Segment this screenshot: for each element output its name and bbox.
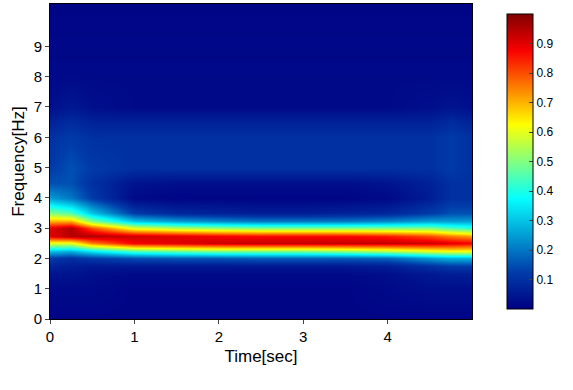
svg-text:8: 8 [34,68,42,85]
svg-text:0.6: 0.6 [536,125,553,139]
svg-text:3: 3 [34,219,42,236]
svg-text:0.3: 0.3 [536,214,553,228]
svg-text:Time[sec]: Time[sec] [224,347,297,366]
svg-text:4: 4 [34,189,42,206]
svg-text:3: 3 [299,328,307,345]
svg-text:0.8: 0.8 [536,66,553,80]
svg-text:0.9: 0.9 [536,37,553,51]
svg-text:9: 9 [34,38,42,55]
svg-text:6: 6 [34,129,42,146]
svg-text:0: 0 [34,310,42,327]
svg-text:5: 5 [34,159,42,176]
svg-text:0.5: 0.5 [536,155,553,169]
svg-text:0: 0 [46,328,54,345]
svg-text:0.7: 0.7 [536,96,553,110]
svg-text:0.4: 0.4 [536,184,553,198]
svg-text:0.2: 0.2 [536,243,553,257]
svg-text:1: 1 [130,328,138,345]
svg-text:1: 1 [34,280,42,297]
svg-text:2: 2 [34,250,42,267]
svg-text:0.1: 0.1 [536,273,553,287]
svg-text:2: 2 [215,328,223,345]
svg-text:Frequency[Hz]: Frequency[Hz] [9,106,28,217]
svg-text:7: 7 [34,98,42,115]
svg-text:4: 4 [383,328,391,345]
